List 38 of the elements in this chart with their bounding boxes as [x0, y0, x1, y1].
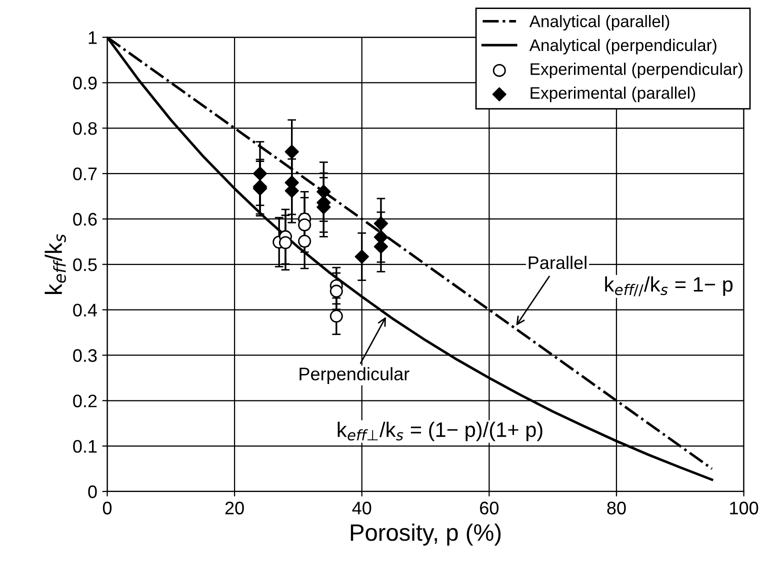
legend-label: Experimental (parallel): [530, 86, 696, 102]
point: [316, 184, 331, 199]
x-tick-label: 20: [225, 502, 244, 514]
point: [278, 236, 292, 250]
annotation: k$_{eff//}$/k$_{s}$ = 1− p: [605, 276, 733, 296]
point: [374, 216, 388, 231]
x-tick-label: 40: [352, 502, 372, 514]
y-tick-label: 0.7: [73, 167, 97, 180]
y-tick-label: 0.9: [73, 76, 97, 90]
annotation: Parallel: [528, 256, 586, 270]
x-tick-label: 100: [730, 502, 758, 514]
y-tick-label: 0.3: [73, 349, 97, 362]
point: [298, 218, 312, 232]
x-tick-label: 0: [102, 502, 112, 514]
y-tick-label: 0.1: [73, 440, 97, 453]
x-tick-label: 80: [607, 502, 626, 514]
y-tick-label: 0: [88, 485, 97, 498]
legend-label: Experimental (perpendicular): [530, 62, 742, 78]
point: [252, 166, 268, 181]
y-tick-label: 0.2: [73, 394, 97, 408]
y-tick-label: 0.6: [73, 212, 97, 226]
y-tick-label: 0.4: [73, 304, 97, 317]
point: [330, 284, 343, 298]
legend-label: Analytical (parallel): [529, 15, 670, 31]
point: [284, 144, 299, 159]
point: [374, 240, 388, 254]
point: [354, 250, 369, 264]
y-axis-title: k$_{eff}$/k$_{s}$: [44, 234, 66, 294]
legend-label: Analytical (perpendicular): [529, 38, 716, 54]
annotation: Perpendicular: [300, 367, 410, 384]
x-axis-title: Porosity, p (%): [350, 524, 501, 546]
point: [330, 310, 343, 323]
y-tick-label: 1: [88, 31, 97, 44]
y-tick-label: 0.5: [73, 258, 97, 272]
point: [298, 234, 312, 248]
annotation: k$_{eff⊥}$/k$_{s}$ = (1− p)/(1+ p): [338, 422, 542, 442]
x-tick-label: 60: [480, 502, 499, 514]
y-tick-label: 0.8: [73, 122, 97, 135]
